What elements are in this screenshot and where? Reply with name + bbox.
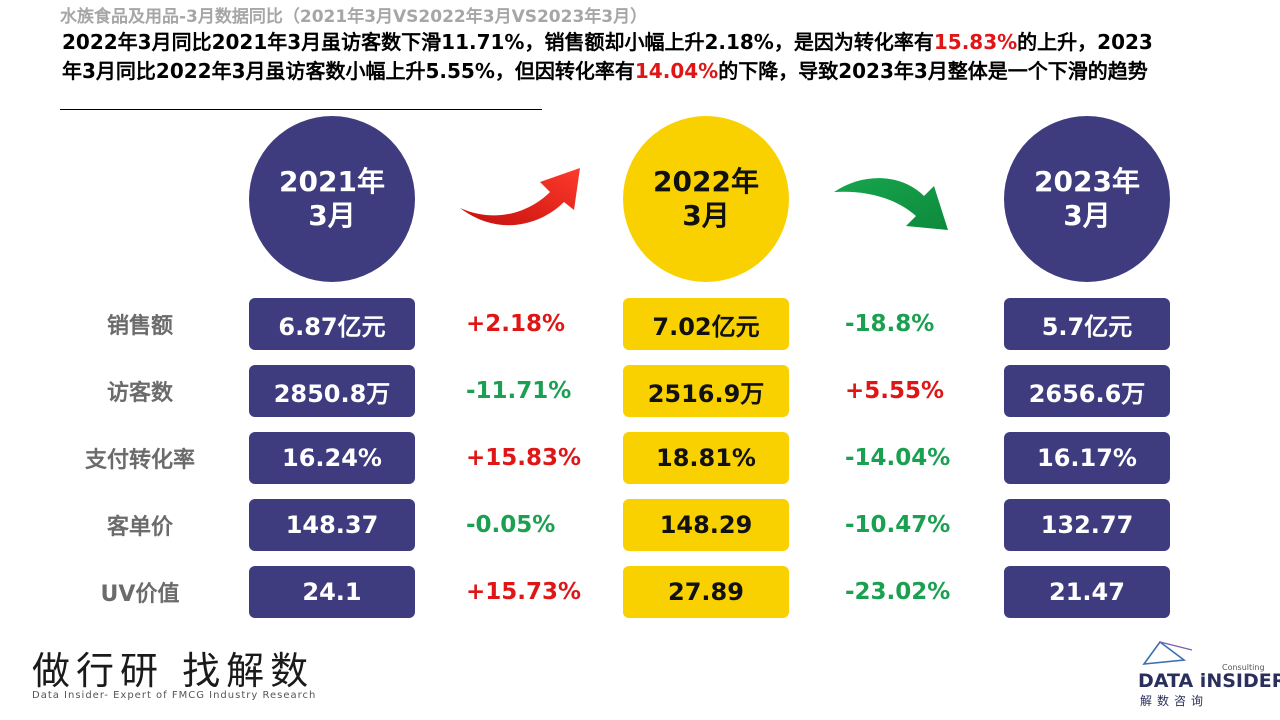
value-2023-uv-value: 21.47: [1004, 566, 1170, 618]
value-2023-conversion: 16.17%: [1004, 432, 1170, 484]
period-circle-2022: 2022年 3月: [623, 116, 789, 282]
period-month: 3月: [682, 199, 730, 232]
summary-part: 的下降，导致2023年3月整体是一个下滑的趋势: [718, 59, 1148, 83]
summary-part: 的上升，2023年3月同比2022年3月虽访客数小幅上升5.55%，但因转化率有: [62, 30, 1153, 83]
summary-highlight: 14.04%: [634, 59, 719, 83]
value-2022-aov: 148.29: [623, 499, 789, 551]
value-2022-uv-value: 27.89: [623, 566, 789, 618]
metric-label-aov: 客单价: [106, 515, 173, 540]
period-year: 2023年: [1034, 165, 1140, 198]
value-2022-sales: 7.02亿元: [623, 298, 789, 350]
change-2022-uv-value: +15.73%: [466, 579, 582, 605]
change-2022-aov: -0.05%: [466, 512, 556, 538]
value-2022-conversion: 18.81%: [623, 432, 789, 484]
summary-text: 2022年3月同比2021年3月虽访客数下滑11.71%，销售额却小幅上升2.1…: [62, 28, 1162, 86]
brand-tagline: Data Insider- Expert of FMCG Industry Re…: [32, 690, 317, 701]
metric-label-uv-value: UV价值: [100, 582, 180, 607]
change-2023-conversion: -14.04%: [845, 445, 951, 471]
period-circle-2021: 2021年 3月: [249, 116, 415, 282]
period-year: 2021年: [279, 165, 385, 198]
period-year: 2022年: [653, 165, 759, 198]
page-subtitle: 水族食品及用品-3月数据同比（2021年3月VS2022年3月VS2023年3月…: [60, 7, 648, 27]
summary-part: 2022年3月同比2021年3月虽访客数下滑11.71%，销售额却小幅上升2.1…: [62, 30, 934, 54]
metric-label-conversion: 支付转化率: [84, 448, 195, 473]
value-2022-visitors: 2516.9万: [623, 365, 789, 417]
value-2021-visitors: 2850.8万: [249, 365, 415, 417]
change-2023-visitors: +5.55%: [845, 378, 945, 404]
data-insider-logo-icon: [1142, 640, 1193, 665]
change-2022-sales: +2.18%: [466, 311, 566, 337]
down-arrow-icon: [834, 178, 948, 230]
value-2023-visitors: 2656.6万: [1004, 365, 1170, 417]
logo-name: DATA iNSIDER: [1138, 670, 1280, 692]
value-2021-conversion: 16.24%: [249, 432, 415, 484]
value-2021-aov: 148.37: [249, 499, 415, 551]
logo-cn: 解数咨询: [1140, 694, 1209, 708]
change-2022-visitors: -11.71%: [466, 378, 572, 404]
metric-label-sales: 销售额: [106, 314, 173, 339]
value-2023-aov: 132.77: [1004, 499, 1170, 551]
value-2023-sales: 5.7亿元: [1004, 298, 1170, 350]
summary-underline: [60, 109, 542, 110]
change-2022-conversion: +15.83%: [466, 445, 582, 471]
metric-label-visitors: 访客数: [106, 381, 173, 406]
summary-highlight: 15.83%: [933, 30, 1018, 54]
up-arrow-icon: [460, 168, 580, 226]
period-circle-2023: 2023年 3月: [1004, 116, 1170, 282]
change-2023-aov: -10.47%: [845, 512, 951, 538]
period-month: 3月: [308, 199, 356, 232]
change-2023-sales: -18.8%: [845, 311, 935, 337]
period-month: 3月: [1063, 199, 1111, 232]
value-2021-uv-value: 24.1: [249, 566, 415, 618]
change-2023-uv-value: -23.02%: [845, 579, 951, 605]
logo-consulting: Consulting: [1222, 663, 1265, 672]
value-2021-sales: 6.87亿元: [249, 298, 415, 350]
brand-slogan: 做行研 找解数: [32, 649, 315, 693]
